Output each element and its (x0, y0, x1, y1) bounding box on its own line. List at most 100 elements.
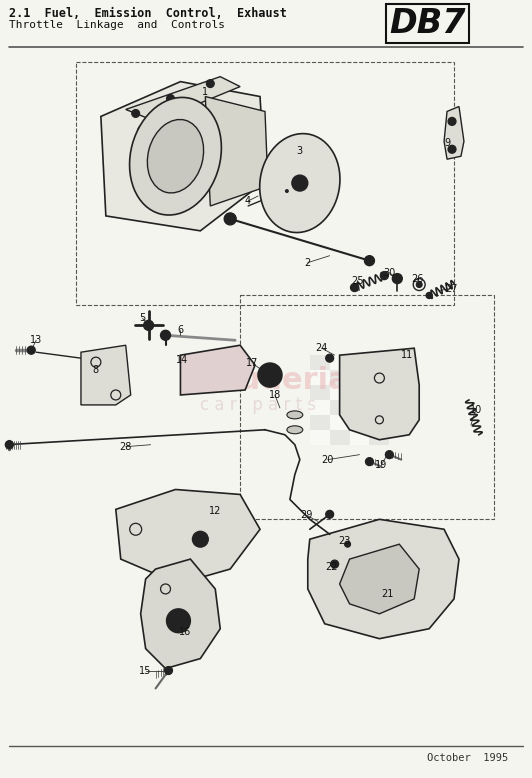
Text: 15: 15 (139, 665, 152, 675)
Circle shape (448, 145, 456, 153)
Text: 23: 23 (338, 536, 351, 546)
Circle shape (27, 346, 35, 354)
Circle shape (264, 369, 276, 381)
Text: 1: 1 (202, 86, 209, 96)
Circle shape (144, 321, 154, 331)
Text: Throttle  Linkage  and  Controls: Throttle Linkage and Controls (10, 20, 226, 30)
Ellipse shape (260, 134, 340, 233)
Polygon shape (205, 96, 268, 206)
Bar (350, 429, 369, 445)
Bar (310, 400, 330, 415)
Text: 8: 8 (93, 365, 99, 375)
Circle shape (351, 283, 359, 292)
Ellipse shape (147, 120, 204, 193)
Text: 19: 19 (375, 460, 387, 470)
Circle shape (167, 609, 190, 633)
Text: 20: 20 (321, 454, 334, 464)
Ellipse shape (287, 411, 303, 419)
Text: 2.1  Fuel,  Emission  Control,  Exhaust: 2.1 Fuel, Emission Control, Exhaust (10, 7, 287, 20)
Circle shape (345, 541, 351, 547)
Circle shape (164, 667, 172, 675)
Bar (369, 429, 389, 445)
Polygon shape (126, 77, 240, 121)
Text: 14: 14 (176, 355, 188, 365)
Circle shape (161, 331, 170, 340)
Circle shape (448, 117, 456, 125)
Text: 17: 17 (246, 358, 258, 368)
Bar (330, 415, 350, 429)
Circle shape (258, 363, 282, 387)
Circle shape (380, 272, 388, 279)
Text: 26: 26 (411, 274, 423, 283)
Text: 12: 12 (209, 506, 221, 517)
Text: DB7: DB7 (389, 7, 466, 40)
Text: 18: 18 (269, 390, 281, 400)
Circle shape (297, 180, 303, 186)
Text: 5: 5 (139, 314, 146, 324)
Polygon shape (116, 489, 260, 579)
Circle shape (326, 510, 334, 518)
Bar (369, 356, 389, 370)
Bar (369, 415, 389, 429)
Text: 22: 22 (326, 562, 338, 572)
Text: 21: 21 (381, 589, 394, 599)
Circle shape (292, 175, 308, 191)
Text: ecuderia: ecuderia (201, 366, 349, 394)
Bar (330, 385, 350, 400)
Circle shape (132, 110, 140, 117)
Text: 29: 29 (301, 510, 313, 520)
Bar (76, 61, 454, 306)
Circle shape (193, 531, 209, 547)
Text: October  1995: October 1995 (428, 753, 509, 763)
Bar (310, 415, 330, 429)
Text: 11: 11 (401, 350, 413, 360)
Circle shape (331, 560, 339, 568)
Polygon shape (444, 107, 464, 159)
Text: 24: 24 (315, 343, 328, 353)
Polygon shape (339, 544, 419, 614)
Circle shape (385, 450, 393, 459)
Circle shape (152, 196, 162, 206)
Text: 9: 9 (444, 138, 450, 149)
Circle shape (138, 125, 148, 135)
Text: 13: 13 (30, 335, 43, 345)
Circle shape (189, 107, 200, 117)
Circle shape (365, 457, 373, 465)
Polygon shape (81, 345, 131, 405)
Text: 2: 2 (305, 258, 311, 268)
Circle shape (206, 79, 214, 88)
Bar (310, 385, 330, 400)
Bar (350, 370, 369, 385)
Circle shape (426, 293, 432, 299)
Polygon shape (140, 559, 220, 668)
Bar (310, 370, 330, 385)
Text: c a r   p a r t s: c a r p a r t s (201, 396, 317, 414)
Circle shape (285, 189, 289, 193)
Bar (310, 429, 330, 445)
Bar (310, 356, 330, 370)
Polygon shape (180, 345, 255, 395)
Bar (369, 400, 389, 415)
Circle shape (224, 213, 236, 225)
Bar (350, 415, 369, 429)
Circle shape (5, 440, 13, 449)
Bar (350, 385, 369, 400)
Circle shape (392, 274, 402, 283)
Circle shape (167, 95, 174, 103)
Text: 10: 10 (470, 405, 482, 415)
Ellipse shape (130, 97, 221, 215)
Polygon shape (101, 82, 265, 231)
Circle shape (326, 354, 334, 362)
Circle shape (203, 177, 213, 187)
Text: 28: 28 (120, 442, 132, 452)
Text: 16: 16 (179, 627, 192, 636)
Text: 25: 25 (351, 275, 364, 286)
Circle shape (364, 564, 394, 594)
Text: 6: 6 (177, 325, 184, 335)
Text: 27: 27 (445, 283, 458, 293)
Bar (330, 356, 350, 370)
Circle shape (364, 256, 375, 265)
Bar (330, 370, 350, 385)
Bar (350, 400, 369, 415)
Bar (369, 385, 389, 400)
